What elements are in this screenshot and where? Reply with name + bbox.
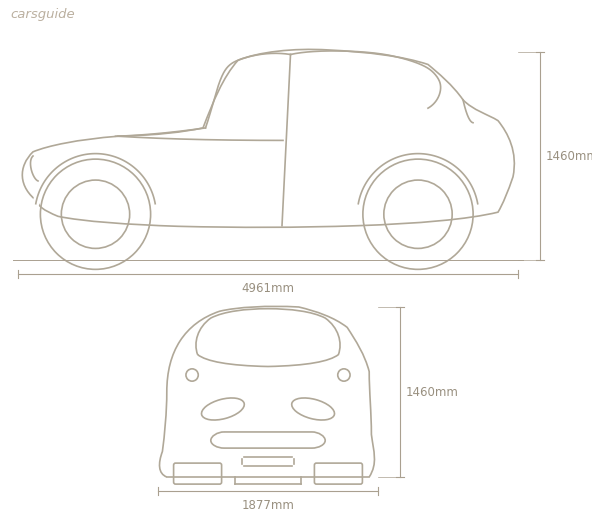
Text: 1460mm: 1460mm (406, 386, 459, 398)
Text: 4961mm: 4961mm (242, 282, 294, 295)
Text: 1877mm: 1877mm (242, 499, 294, 512)
Text: carsguide: carsguide (10, 8, 75, 21)
Text: 1460mm: 1460mm (546, 149, 592, 162)
